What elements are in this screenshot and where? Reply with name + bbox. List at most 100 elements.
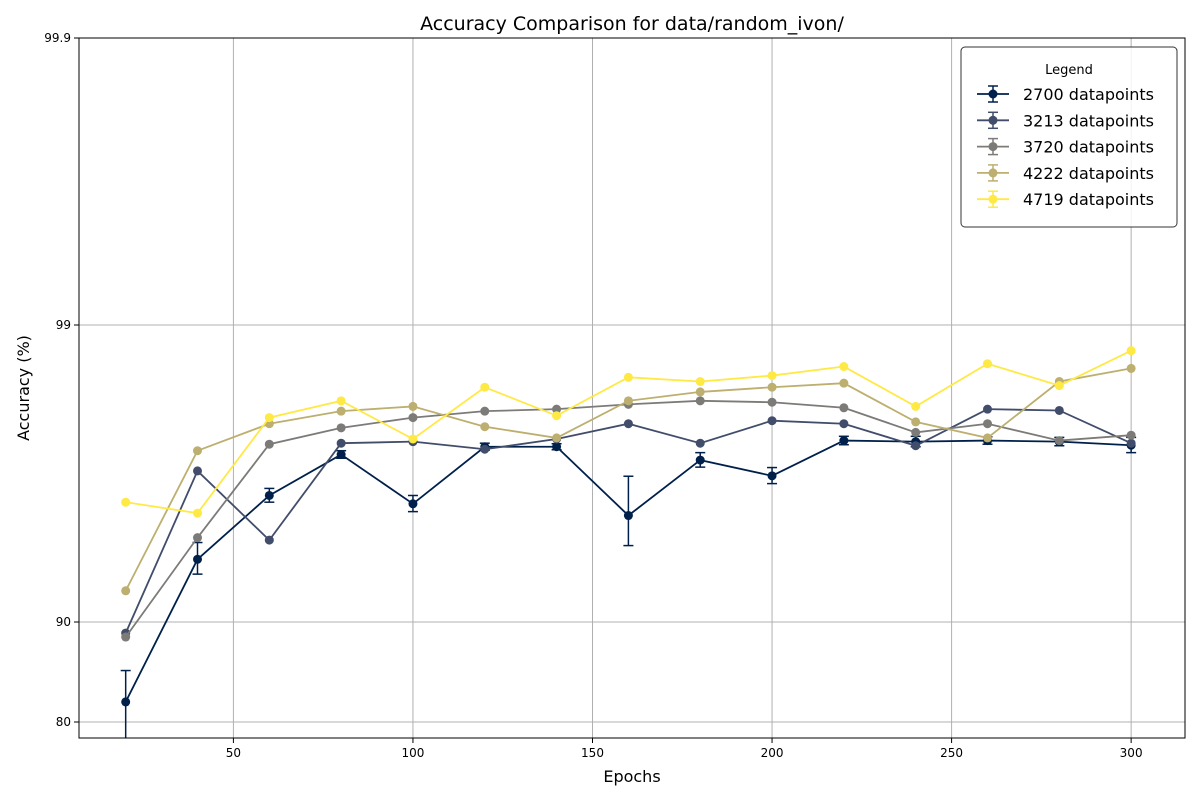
data-point bbox=[408, 499, 418, 509]
data-point bbox=[1054, 436, 1064, 446]
x-tick-label: 100 bbox=[402, 746, 425, 760]
data-point bbox=[695, 387, 705, 397]
legend-item: 2700 datapoints bbox=[977, 85, 1154, 104]
legend-item: 3720 datapoints bbox=[977, 138, 1154, 157]
data-point bbox=[336, 396, 346, 406]
data-point bbox=[336, 450, 346, 460]
data-point bbox=[983, 359, 992, 369]
legend-label: 2700 datapoints bbox=[1023, 85, 1154, 104]
data-point bbox=[336, 406, 346, 416]
x-tick-label: 250 bbox=[940, 746, 963, 760]
data-point bbox=[1126, 363, 1136, 373]
data-point bbox=[121, 497, 131, 507]
data-point bbox=[983, 404, 992, 414]
data-point bbox=[1126, 346, 1136, 356]
data-point bbox=[623, 396, 633, 406]
legend-label: 3213 datapoints bbox=[1023, 111, 1154, 130]
data-point bbox=[983, 433, 992, 443]
y-tick-label: 99 bbox=[56, 318, 71, 332]
data-point bbox=[983, 419, 992, 429]
data-point bbox=[911, 441, 921, 451]
data-point bbox=[767, 416, 777, 426]
data-point bbox=[480, 422, 490, 432]
legend: Legend 2700 datapoints 3213 datapoints 3720… bbox=[960, 46, 1178, 228]
x-tick-label: 200 bbox=[761, 746, 784, 760]
legend-swatch-marker bbox=[988, 89, 998, 99]
data-point bbox=[264, 535, 274, 545]
data-point bbox=[695, 377, 705, 387]
data-point bbox=[623, 511, 633, 521]
legend-swatch-marker bbox=[988, 115, 998, 125]
data-point bbox=[695, 455, 705, 465]
legend-label: 4222 datapoints bbox=[1023, 164, 1154, 183]
data-point bbox=[193, 446, 202, 456]
legend-box bbox=[960, 46, 1178, 228]
chart-title: Accuracy Comparison for data/random_ivon… bbox=[420, 13, 844, 35]
data-point bbox=[623, 372, 633, 382]
y-axis-label: Accuracy (%) bbox=[14, 335, 33, 441]
series-4 bbox=[121, 363, 1136, 596]
data-point bbox=[121, 632, 131, 642]
data-point bbox=[839, 436, 849, 446]
legend-item: 3213 datapoints bbox=[977, 111, 1154, 130]
data-point bbox=[408, 434, 418, 444]
data-point bbox=[1054, 405, 1064, 415]
data-point bbox=[767, 371, 777, 381]
data-point bbox=[911, 417, 921, 427]
data-point bbox=[767, 397, 777, 407]
data-point bbox=[121, 586, 131, 596]
data-point bbox=[480, 444, 490, 454]
y-tick-label: 99.9 bbox=[44, 31, 71, 45]
data-point bbox=[839, 362, 849, 372]
data-point bbox=[767, 382, 777, 392]
data-point bbox=[193, 533, 202, 543]
data-point bbox=[695, 438, 705, 448]
x-tick-label: 50 bbox=[226, 746, 241, 760]
data-point bbox=[839, 403, 849, 413]
series-5 bbox=[121, 346, 1136, 518]
data-point bbox=[408, 413, 418, 423]
data-point bbox=[911, 401, 921, 411]
data-point bbox=[264, 490, 274, 500]
legend-swatch-marker bbox=[988, 168, 998, 178]
x-axis-label: Epochs bbox=[603, 767, 660, 786]
data-point bbox=[695, 396, 705, 406]
data-point bbox=[1054, 381, 1064, 391]
legend-title: Legend bbox=[1045, 63, 1093, 78]
data-point bbox=[408, 401, 418, 411]
y-tick-label: 90 bbox=[56, 615, 71, 629]
legend-label: 3720 datapoints bbox=[1023, 138, 1154, 157]
data-point bbox=[911, 427, 921, 437]
data-point bbox=[121, 697, 131, 707]
data-point bbox=[767, 471, 777, 481]
data-point bbox=[193, 466, 202, 476]
x-tick-label: 300 bbox=[1120, 746, 1143, 760]
data-point bbox=[193, 554, 202, 564]
data-point bbox=[193, 508, 202, 518]
data-point bbox=[552, 442, 562, 452]
legend-label: 4719 datapoints bbox=[1023, 190, 1154, 209]
plot-frame bbox=[78, 37, 1186, 739]
data-point bbox=[264, 439, 274, 449]
y-tick-label: 80 bbox=[56, 715, 71, 729]
data-point bbox=[1126, 430, 1136, 440]
data-point bbox=[552, 411, 562, 421]
data-point bbox=[336, 438, 346, 448]
x-tick-label: 150 bbox=[581, 746, 604, 760]
series-1 bbox=[120, 435, 1137, 738]
data-point bbox=[480, 406, 490, 416]
legend-swatch-marker bbox=[988, 194, 998, 204]
data-point bbox=[264, 413, 274, 423]
data-point bbox=[552, 404, 562, 414]
legend-item: 4222 datapoints bbox=[977, 164, 1154, 183]
legend-swatch-marker bbox=[988, 142, 998, 152]
data-point bbox=[1126, 438, 1136, 448]
data-point bbox=[839, 378, 849, 388]
data-point bbox=[552, 433, 562, 443]
data-point bbox=[623, 419, 633, 429]
data-point bbox=[480, 382, 490, 392]
data-point bbox=[336, 423, 346, 433]
legend-item: 4719 datapoints bbox=[977, 190, 1154, 209]
